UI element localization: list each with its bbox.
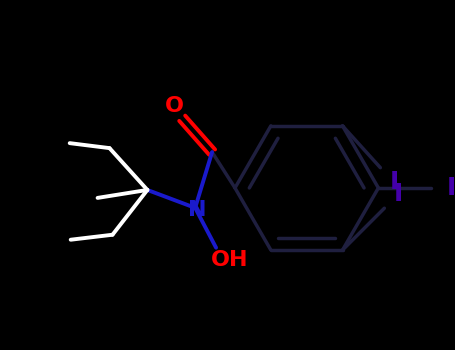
Text: OH: OH xyxy=(211,250,249,270)
Text: I: I xyxy=(446,176,455,200)
Text: I: I xyxy=(389,170,399,194)
Text: N: N xyxy=(188,200,207,220)
Text: O: O xyxy=(165,96,184,116)
Text: I: I xyxy=(394,182,403,206)
